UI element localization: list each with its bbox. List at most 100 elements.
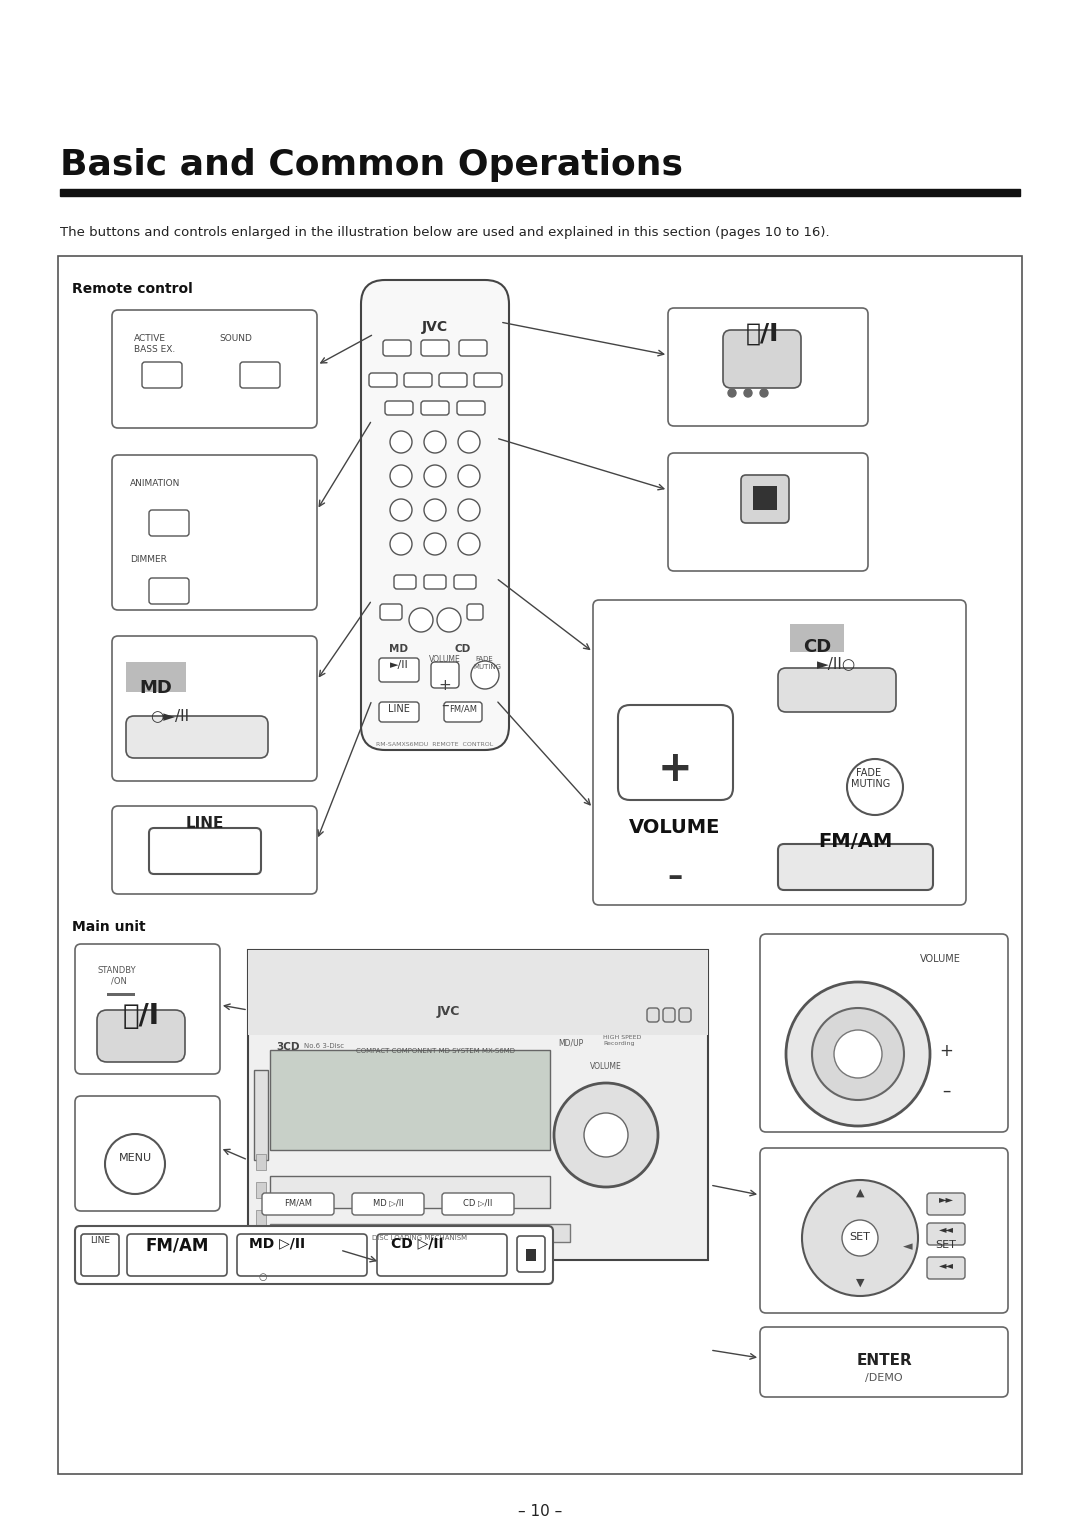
Bar (270, 1177, 550, 1209)
Text: ▼: ▼ (855, 1277, 864, 1288)
FancyBboxPatch shape (647, 1008, 659, 1022)
Bar (789, 623, 843, 652)
Text: MUTING: MUTING (851, 779, 890, 788)
Text: The buttons and controls enlarged in the illustration below are used and explain: The buttons and controls enlarged in the… (60, 226, 829, 238)
FancyBboxPatch shape (457, 400, 485, 416)
Text: /ON: /ON (111, 976, 127, 986)
Circle shape (458, 465, 480, 487)
Text: ►►: ►► (939, 1193, 954, 1204)
Text: Main unit: Main unit (72, 920, 146, 934)
Text: ⏻/I: ⏻/I (122, 1002, 160, 1030)
Circle shape (834, 1030, 882, 1077)
Text: MD ▷/II: MD ▷/II (373, 1198, 403, 1207)
Text: LINE: LINE (90, 1236, 110, 1245)
Circle shape (471, 662, 499, 689)
Text: ◄: ◄ (903, 1241, 913, 1253)
Text: ◄◄: ◄◄ (939, 1224, 954, 1235)
Text: No.6 3-Disc: No.6 3-Disc (303, 1044, 345, 1050)
FancyBboxPatch shape (778, 668, 896, 712)
Text: JVC: JVC (422, 319, 448, 335)
FancyBboxPatch shape (97, 1010, 185, 1062)
Text: ○►/II: ○►/II (150, 707, 189, 723)
FancyBboxPatch shape (240, 362, 280, 388)
Text: –: – (667, 862, 683, 891)
Text: CD: CD (802, 639, 832, 656)
FancyBboxPatch shape (467, 604, 483, 620)
Text: FM/AM: FM/AM (146, 1236, 208, 1254)
FancyBboxPatch shape (741, 475, 789, 523)
FancyBboxPatch shape (927, 1222, 966, 1245)
FancyBboxPatch shape (75, 1225, 553, 1284)
FancyBboxPatch shape (112, 636, 318, 781)
Text: ACTIVE
BASS EX.: ACTIVE BASS EX. (134, 335, 175, 354)
FancyBboxPatch shape (75, 1096, 220, 1212)
Text: HIGH SPEED
Recording: HIGH SPEED Recording (603, 1034, 642, 1045)
Circle shape (584, 1112, 627, 1157)
FancyBboxPatch shape (75, 944, 220, 1074)
Bar (107, 993, 135, 996)
Bar (248, 950, 708, 1034)
FancyBboxPatch shape (760, 1326, 1008, 1397)
Text: RM-SAMXS6MDU  REMOTE  CONTROL: RM-SAMXS6MDU REMOTE CONTROL (376, 743, 494, 747)
Text: –: – (942, 1082, 950, 1100)
Circle shape (437, 608, 461, 633)
Text: ▲: ▲ (855, 1187, 864, 1198)
Circle shape (760, 390, 768, 397)
Text: ►/II: ►/II (390, 660, 408, 669)
Circle shape (728, 390, 735, 397)
FancyBboxPatch shape (927, 1193, 966, 1215)
Text: SET: SET (850, 1232, 870, 1242)
Circle shape (424, 500, 446, 521)
Bar (270, 1224, 570, 1242)
Circle shape (458, 431, 480, 452)
Text: MENU: MENU (119, 1154, 151, 1163)
Text: MUTING: MUTING (473, 665, 501, 669)
FancyBboxPatch shape (379, 659, 419, 681)
FancyBboxPatch shape (81, 1235, 119, 1276)
FancyBboxPatch shape (149, 828, 261, 874)
Text: LINE: LINE (388, 704, 410, 714)
FancyBboxPatch shape (384, 400, 413, 416)
FancyBboxPatch shape (112, 310, 318, 428)
Bar (248, 950, 708, 1261)
Bar (256, 1154, 266, 1170)
Bar (126, 662, 186, 692)
Text: Basic and Common Operations: Basic and Common Operations (60, 148, 683, 182)
FancyBboxPatch shape (377, 1235, 507, 1276)
Circle shape (812, 1008, 904, 1100)
FancyBboxPatch shape (927, 1258, 966, 1279)
FancyBboxPatch shape (141, 362, 183, 388)
Circle shape (424, 431, 446, 452)
Circle shape (744, 390, 752, 397)
Circle shape (390, 533, 411, 555)
Text: CD ▷/II: CD ▷/II (463, 1198, 492, 1207)
FancyBboxPatch shape (149, 578, 189, 604)
Bar (753, 486, 777, 510)
FancyBboxPatch shape (424, 575, 446, 588)
Text: ►/II○: ►/II○ (818, 656, 856, 671)
Text: VOLUME: VOLUME (590, 1062, 622, 1071)
FancyBboxPatch shape (663, 1008, 675, 1022)
FancyBboxPatch shape (760, 934, 1008, 1132)
Text: FADE: FADE (856, 769, 881, 778)
Bar (254, 1070, 268, 1160)
FancyBboxPatch shape (421, 400, 449, 416)
Text: FM/AM: FM/AM (449, 704, 477, 714)
Text: /DEMO: /DEMO (865, 1374, 903, 1383)
Bar (256, 1210, 266, 1225)
Text: SET: SET (935, 1241, 957, 1250)
Text: +: + (658, 749, 692, 790)
Bar (58, 257, 1022, 1475)
Circle shape (390, 431, 411, 452)
FancyBboxPatch shape (669, 309, 868, 426)
Text: JVC: JVC (436, 1005, 460, 1018)
Circle shape (554, 1083, 658, 1187)
Text: STANDBY: STANDBY (97, 966, 136, 975)
Text: COMPACT COMPONENT MD SYSTEM MX-S6MD: COMPACT COMPONENT MD SYSTEM MX-S6MD (356, 1048, 515, 1054)
FancyBboxPatch shape (444, 701, 482, 723)
Text: –: – (442, 698, 449, 714)
FancyBboxPatch shape (126, 717, 268, 758)
Text: 3CD: 3CD (276, 1042, 299, 1051)
FancyBboxPatch shape (474, 373, 502, 387)
FancyBboxPatch shape (361, 280, 509, 750)
